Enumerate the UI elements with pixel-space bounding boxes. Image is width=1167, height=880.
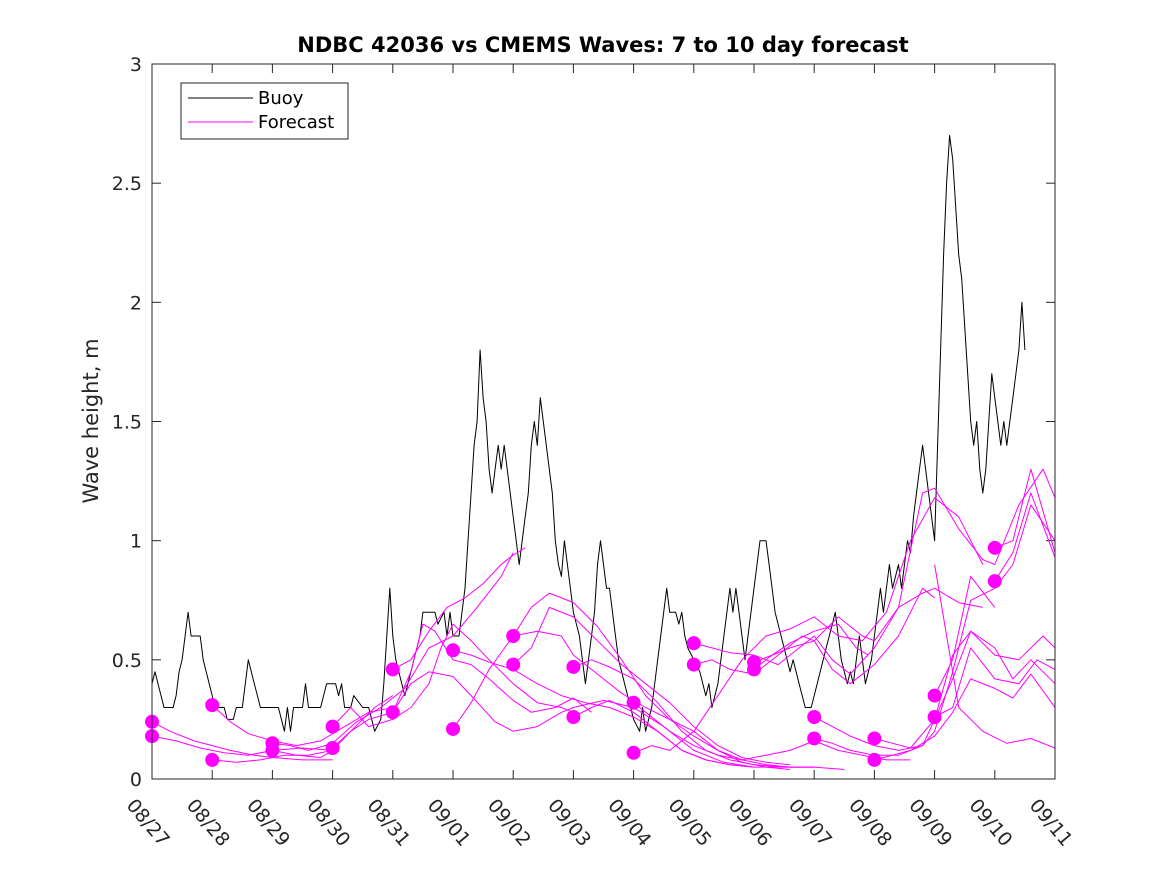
chart-title: NDBC 42036 vs CMEMS Waves: 7 to 10 day f… bbox=[297, 33, 908, 57]
forecast-line bbox=[272, 552, 514, 751]
forecast-line bbox=[392, 547, 526, 670]
forecast-marker bbox=[987, 540, 1002, 555]
axes-box bbox=[151, 63, 1056, 780]
forecast-marker bbox=[506, 657, 521, 672]
forecast-marker bbox=[265, 743, 280, 758]
forecast-marker bbox=[205, 698, 220, 713]
forecast-marker bbox=[807, 731, 822, 746]
forecast-line bbox=[332, 623, 574, 728]
y-tick-labels: 0 0.5 1 1.5 2 2.5 3 bbox=[112, 54, 142, 791]
forecast-line bbox=[332, 623, 592, 749]
forecast-marker bbox=[807, 710, 822, 725]
forecast-marker bbox=[325, 741, 340, 756]
forecast-line bbox=[512, 606, 791, 766]
legend: Buoy Forecast bbox=[180, 82, 349, 140]
plot-area bbox=[152, 64, 1055, 779]
forecast-line bbox=[152, 721, 333, 761]
forecast-line bbox=[152, 735, 333, 756]
y-axis-label: Wave height, m bbox=[79, 338, 103, 503]
forecast-series bbox=[152, 468, 1055, 770]
forecast-marker bbox=[385, 662, 400, 677]
forecast-line bbox=[211, 704, 393, 747]
forecast-marker bbox=[927, 710, 942, 725]
forecast-marker bbox=[867, 731, 882, 746]
forecast-marker bbox=[987, 574, 1002, 589]
forecast-marker bbox=[686, 636, 701, 651]
forecast-line bbox=[212, 749, 333, 763]
forecast-line bbox=[633, 702, 911, 761]
legend-buoy-label: Buoy bbox=[258, 88, 304, 109]
forecast-marker bbox=[566, 659, 581, 674]
forecast-line bbox=[934, 647, 1055, 718]
forecast-marker bbox=[927, 688, 942, 703]
y-tick-label: 3 bbox=[130, 54, 142, 76]
forecast-line bbox=[753, 623, 869, 670]
y-tick-label: 1 bbox=[130, 531, 142, 553]
forecast-marker bbox=[325, 719, 340, 734]
forecast-line bbox=[753, 468, 1055, 663]
forecast-line bbox=[633, 497, 984, 754]
y-tick-label: 1.5 bbox=[112, 412, 142, 434]
forecast-marker bbox=[446, 721, 460, 736]
forecast-marker bbox=[626, 695, 641, 710]
forecast-line bbox=[693, 587, 983, 675]
forecast-line bbox=[392, 671, 755, 768]
forecast-marker bbox=[686, 657, 701, 672]
forecast-line bbox=[813, 504, 1055, 751]
y-tick-label: 0.5 bbox=[112, 650, 142, 672]
forecast-marker bbox=[205, 752, 220, 767]
forecast-line bbox=[512, 592, 815, 768]
forecast-line bbox=[874, 673, 1055, 761]
axis-ticks bbox=[151, 63, 1056, 780]
y-tick-label: 0 bbox=[130, 769, 142, 791]
forecast-marker bbox=[747, 662, 761, 677]
legend-forecast-label: Forecast bbox=[258, 112, 334, 133]
forecast-marker bbox=[506, 629, 521, 643]
forecast-markers bbox=[145, 540, 1002, 767]
forecast-line bbox=[994, 492, 1055, 582]
forecast-line bbox=[874, 630, 1055, 749]
forecast-line bbox=[994, 468, 1055, 553]
y-tick-label: 2 bbox=[130, 292, 142, 314]
legend-box bbox=[180, 82, 349, 140]
forecast-line bbox=[934, 575, 996, 696]
y-tick-label: 2.5 bbox=[112, 173, 142, 195]
forecast-marker bbox=[867, 752, 882, 767]
forecast-marker bbox=[626, 745, 641, 760]
forecast-marker bbox=[566, 710, 581, 725]
forecast-line bbox=[573, 699, 815, 768]
forecast-marker bbox=[446, 643, 460, 658]
forecast-line bbox=[452, 630, 791, 770]
forecast-line bbox=[934, 564, 1055, 749]
forecast-marker bbox=[385, 705, 400, 720]
